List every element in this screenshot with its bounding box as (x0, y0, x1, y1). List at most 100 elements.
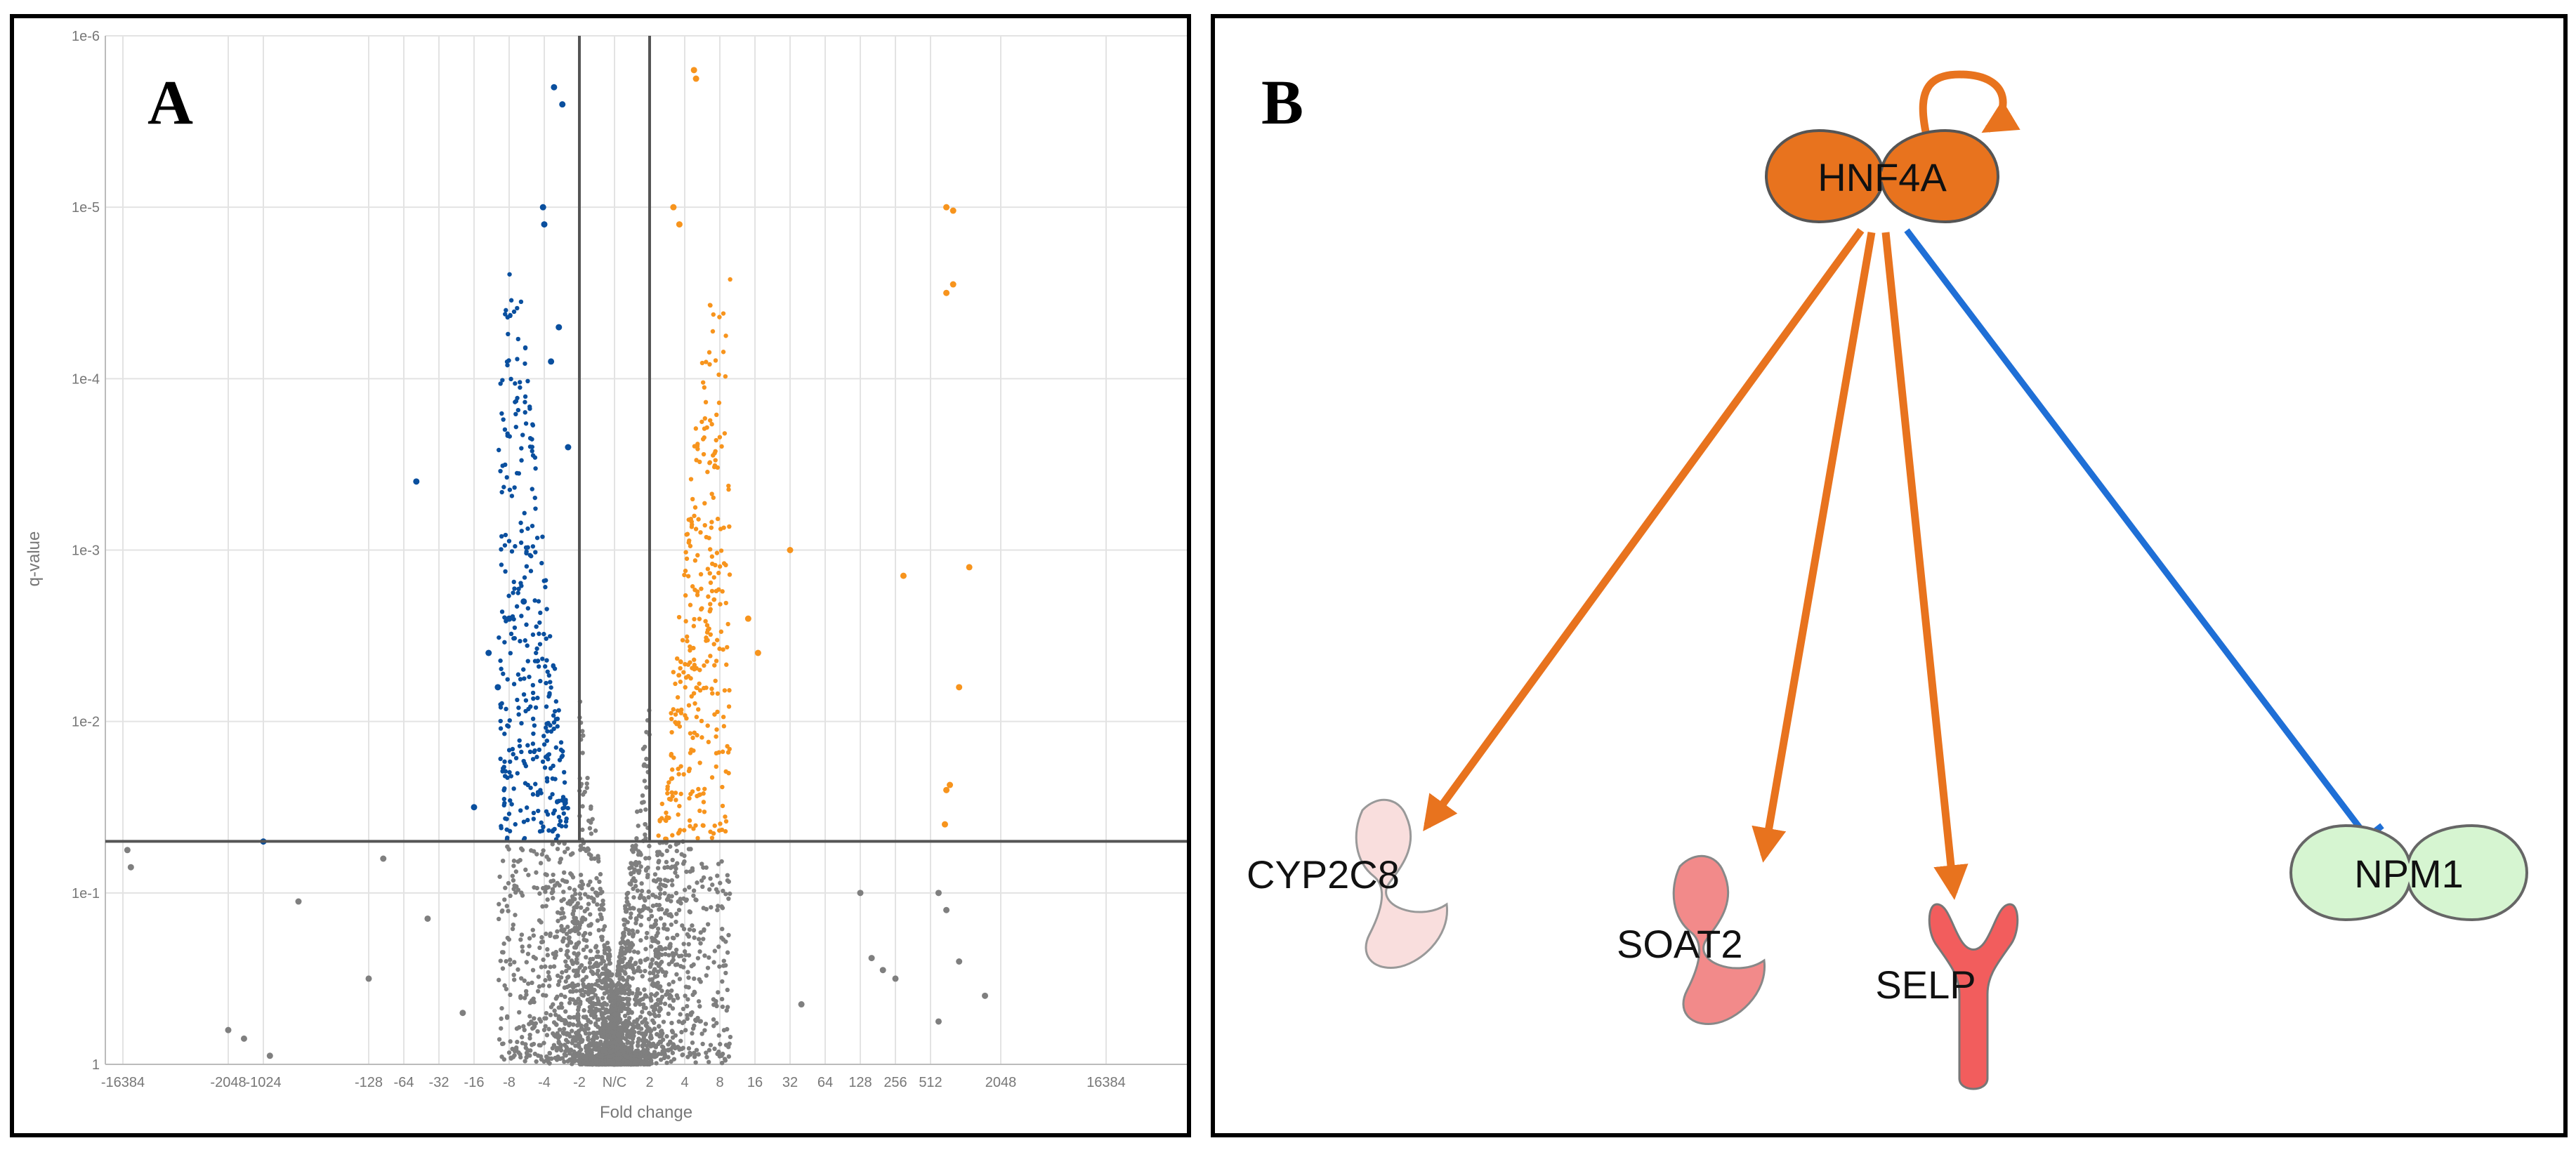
data-point (695, 956, 701, 960)
data-point (544, 738, 550, 743)
data-point (560, 1056, 565, 1061)
data-point (615, 1016, 619, 1022)
data-point (513, 424, 518, 430)
data-point (727, 572, 732, 577)
data-point (689, 524, 695, 529)
data-point (574, 959, 579, 965)
data-point (500, 966, 506, 971)
data-point (719, 1060, 725, 1066)
data-point (537, 747, 542, 753)
data-point (554, 1047, 559, 1053)
data-point (669, 729, 674, 735)
data-point (546, 984, 552, 989)
data-point (534, 624, 539, 629)
data-point (702, 663, 707, 668)
data-point (716, 400, 722, 405)
data-point (601, 907, 606, 912)
data-point (708, 1043, 714, 1047)
data-point (576, 996, 581, 1001)
data-point (636, 1043, 640, 1047)
data-point (707, 362, 712, 367)
data-point (570, 911, 576, 917)
data-point (552, 1008, 557, 1013)
data-point (563, 819, 569, 824)
data-point (623, 965, 629, 970)
data-point (662, 878, 668, 883)
data-point (699, 878, 704, 883)
data-point (659, 1044, 665, 1049)
data-point (702, 522, 707, 528)
data-point (697, 688, 703, 693)
data-point (590, 970, 595, 975)
data-point (521, 819, 527, 824)
data-point (590, 1062, 596, 1067)
data-point-not-significant (127, 864, 134, 871)
data-point (523, 399, 527, 404)
data-point (646, 889, 651, 894)
data-point (641, 1002, 646, 1007)
data-point (499, 489, 504, 495)
data-point (638, 850, 643, 856)
data-point (677, 724, 683, 729)
data-point (720, 1004, 725, 1010)
data-point (669, 716, 674, 722)
data-point (707, 350, 712, 355)
data-point (675, 695, 681, 700)
data-point (531, 696, 536, 701)
data-point (693, 1060, 698, 1065)
data-point (659, 816, 664, 821)
data-point (525, 659, 530, 663)
data-point (588, 996, 593, 1001)
data-point (669, 1029, 675, 1033)
data-point (581, 1007, 586, 1013)
data-point (690, 735, 695, 741)
data-point (567, 935, 572, 940)
data-point (501, 1041, 506, 1046)
data-point (522, 510, 527, 516)
data-point (601, 977, 607, 983)
x-tick-label: 4 (681, 1075, 688, 1090)
data-point (576, 1029, 581, 1033)
data-point (518, 385, 523, 390)
data-point (555, 846, 560, 852)
data-point (545, 753, 550, 758)
data-point (546, 857, 551, 862)
data-point (570, 981, 575, 986)
data-point (541, 993, 546, 998)
data-point (720, 979, 725, 984)
data-point (724, 1008, 729, 1013)
data-point (522, 996, 527, 1000)
data-point (553, 1034, 558, 1039)
data-point (510, 873, 515, 878)
data-point (600, 996, 605, 1000)
data-point (671, 998, 676, 1003)
data-point (530, 757, 536, 762)
data-point (548, 685, 553, 690)
data-point (508, 312, 513, 318)
data-point (572, 921, 577, 926)
x-tick-label: 16 (747, 1075, 763, 1090)
data-point (727, 524, 732, 529)
data-point (645, 956, 650, 961)
data-point (726, 896, 731, 901)
data-point (629, 956, 633, 961)
data-point (547, 1061, 552, 1066)
data-point (510, 926, 515, 932)
data-point (690, 496, 695, 502)
data-point (700, 437, 706, 442)
y-tick-label: 1e-6 (72, 29, 100, 44)
data-point-not-significant (943, 906, 950, 913)
data-point (705, 922, 711, 927)
data-point (509, 802, 514, 807)
data-point (551, 872, 556, 878)
data-point (669, 878, 675, 883)
data-point (604, 990, 610, 995)
data-point (619, 991, 624, 996)
data-point (599, 916, 604, 922)
data-point (686, 1046, 692, 1051)
data-point (499, 666, 504, 671)
data-point (504, 359, 510, 364)
data-point (643, 993, 648, 998)
data-point (711, 997, 716, 1002)
data-point (706, 594, 711, 599)
